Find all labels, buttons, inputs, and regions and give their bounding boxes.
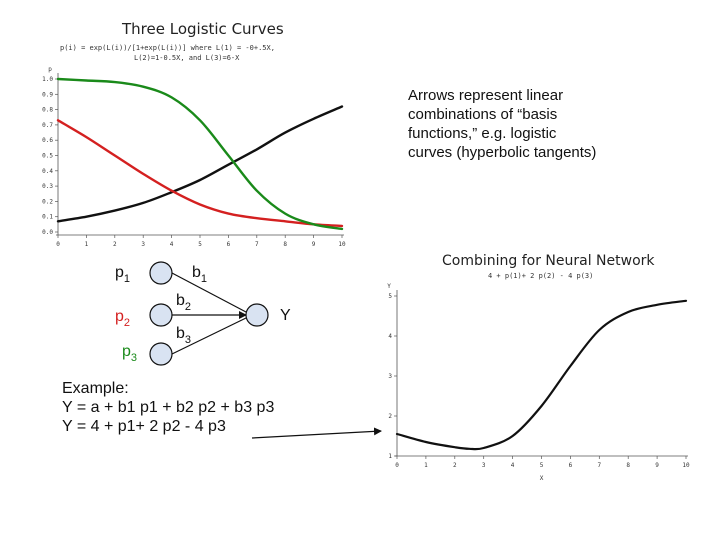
example-line: Example: (62, 380, 129, 397)
left-chart-title: Three Logistic Curves (122, 20, 284, 38)
y-tick-label: 0.1 (42, 214, 53, 221)
x-tick-label: 6 (569, 462, 573, 469)
x-tick-label: 7 (255, 241, 259, 248)
input-p1-name: p (115, 264, 124, 281)
annotation-line: combinations of “basis (408, 106, 558, 123)
x-tick-label: 3 (482, 462, 486, 469)
y-tick-label: 1.0 (42, 76, 53, 83)
weight-label-b3: b3 (176, 325, 191, 346)
x-tick-label: 9 (655, 462, 659, 469)
series-line-2 (56, 119, 344, 228)
x-axis-letter: X (540, 475, 544, 482)
x-tick-label: 5 (540, 462, 544, 469)
x-tick-label: 2 (113, 241, 117, 248)
series-line-3 (56, 77, 344, 231)
y-tick-label: 0.9 (42, 91, 53, 98)
x-tick-label: 7 (597, 462, 601, 469)
annotation-line: functions,” e.g. logistic (408, 125, 557, 142)
x-tick-label: 0 (56, 241, 60, 248)
x-tick-label: 3 (141, 241, 145, 248)
input-p1-sub: 1 (124, 273, 130, 285)
input-p2-name: p (115, 308, 124, 325)
y-tick-label: 0.3 (42, 183, 53, 190)
annotation-text: Arrows represent linear combinations of … (408, 86, 596, 162)
input-p3-sub: 3 (131, 352, 137, 364)
series-line-1 (56, 105, 344, 223)
y-tick-label: 0.4 (42, 168, 53, 175)
example-line: Y = 4 + p1+ 2 p2 - 4 p3 (62, 418, 226, 435)
example-to-chart-arrow (251, 427, 382, 439)
weight-b1-name: b (192, 264, 201, 281)
input-p2-sub: 2 (124, 317, 130, 329)
x-tick-label: 1 (85, 241, 89, 248)
x-tick-label: 10 (682, 462, 690, 469)
x-tick-label: 10 (338, 241, 346, 248)
right-chart-subtitle: 4 + p(1)+ 2 p(2) - 4 p(3) (488, 272, 594, 280)
weight-b2-sub: 2 (185, 301, 191, 313)
x-tick-label: 4 (511, 462, 515, 469)
x-tick-label: 4 (170, 241, 174, 248)
weight-b3-sub: 3 (185, 334, 191, 346)
y-tick-label: 0.8 (42, 107, 53, 114)
input-p3-name: p (122, 343, 131, 360)
weight-b3-name: b (176, 325, 185, 342)
x-tick-label: 2 (453, 462, 457, 469)
x-tick-label: 1 (424, 462, 428, 469)
left-chart-formula-line-1: p(i) = exp(L(i))/[1+exp(L(i))] where L(1… (60, 44, 275, 52)
connection-p1 (171, 272, 247, 313)
y-tick-label: 2 (388, 413, 392, 420)
series-line-1 (395, 299, 688, 451)
output-label: Y (280, 307, 291, 324)
x-tick-label: 5 (198, 241, 202, 248)
example-line: Y = a + b1 p1 + b2 p2 + b3 p3 (62, 399, 275, 416)
y-tick-label: 5 (388, 293, 392, 300)
y-tick-label: 0.0 (42, 229, 53, 236)
x-tick-label: 9 (312, 241, 316, 248)
x-tick-label: 8 (626, 462, 630, 469)
weight-b1-sub: 1 (201, 273, 207, 285)
input-label-p2: p2 (115, 308, 130, 329)
weight-label-b2: b2 (176, 292, 191, 313)
weight-b2-name: b (176, 292, 185, 309)
right-chart-title: Combining for Neural Network (442, 253, 655, 269)
connection-p3 (171, 317, 247, 355)
y-axis-letter: p (48, 66, 52, 73)
example-block: Example: Y = a + b1 p1 + b2 p2 + b3 p3 Y… (62, 379, 274, 436)
y-tick-label: 1 (388, 453, 392, 460)
y-tick-label: 3 (388, 373, 392, 380)
y-tick-label: 0.7 (42, 122, 53, 129)
x-tick-label: 8 (283, 241, 287, 248)
weight-label-b1: b1 (192, 264, 207, 285)
y-tick-label: 0.6 (42, 137, 53, 144)
input-node-p3 (149, 342, 173, 366)
y-tick-label: 4 (388, 333, 392, 340)
output-node (245, 303, 269, 327)
y-tick-label: 0.5 (42, 153, 53, 160)
annotation-line: Arrows represent linear (408, 87, 564, 104)
left-chart-formula-line-2: L(2)=1-0.5X, and L(3)=6-X (134, 54, 240, 62)
y-tick-label: 0.2 (42, 198, 53, 205)
x-tick-label: 6 (227, 241, 231, 248)
x-tick-label: 0 (395, 462, 399, 469)
input-label-p1: p1 (115, 264, 130, 285)
input-label-p3: p3 (122, 343, 137, 364)
y-axis-letter: Y (387, 283, 391, 290)
input-node-p2 (149, 303, 173, 327)
input-node-p1 (149, 261, 173, 285)
annotation-line: curves (hyperbolic tangents) (408, 144, 597, 161)
